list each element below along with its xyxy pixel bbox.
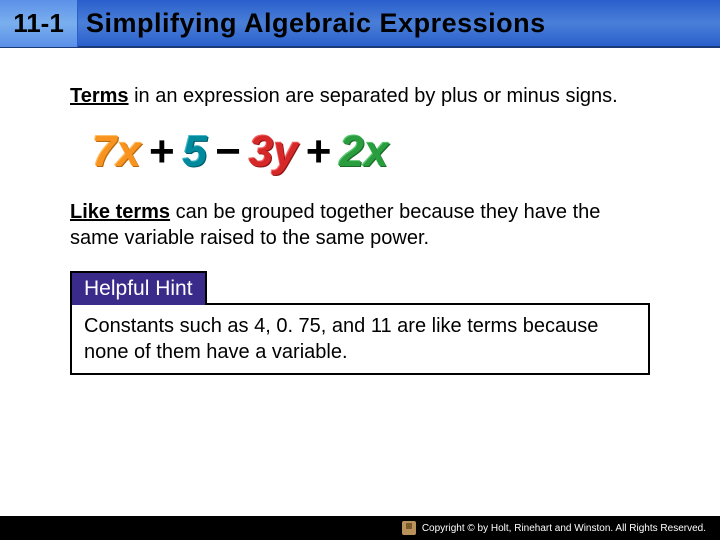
header-bar: 11-1 Simplifying Algebraic Expressions (0, 0, 720, 48)
like-terms-keyword: Like terms (70, 201, 170, 223)
term-3y: 3y (247, 127, 300, 177)
hint-body-text: Constants such as 4, 0. 75, and 11 are l… (84, 315, 598, 363)
like-terms-definition: Like terms can be grouped together becau… (70, 199, 650, 251)
hint-box: Constants such as 4, 0. 75, and 11 are l… (70, 303, 650, 375)
terms-definition-text: in an expression are separated by plus o… (129, 85, 618, 107)
section-number-box: 11-1 (0, 0, 78, 47)
operator-plus-2: + (300, 127, 338, 177)
terms-definition: Terms in an expression are separated by … (70, 83, 650, 109)
hint-tab-label: Helpful Hint (84, 277, 193, 300)
term-7x: 7x (90, 127, 143, 177)
term-5: 5 (181, 127, 209, 177)
content-area: Terms in an expression are separated by … (0, 48, 720, 385)
section-number: 11-1 (13, 8, 64, 39)
term-2x: 2x (338, 127, 391, 177)
algebraic-expression: 7x + 5 − 3y + 2x (90, 127, 650, 177)
page-title: Simplifying Algebraic Expressions (78, 8, 546, 39)
operator-plus-1: + (143, 127, 181, 177)
copyright-text: Copyright © by Holt, Rinehart and Winsto… (422, 523, 706, 534)
terms-keyword: Terms (70, 85, 129, 107)
hint-section: Helpful Hint Constants such as 4, 0. 75,… (70, 269, 650, 375)
hint-tab: Helpful Hint (70, 271, 207, 305)
publisher-logo-icon (402, 521, 416, 535)
operator-minus: − (209, 127, 247, 177)
footer-bar: Copyright © by Holt, Rinehart and Winsto… (0, 516, 720, 540)
